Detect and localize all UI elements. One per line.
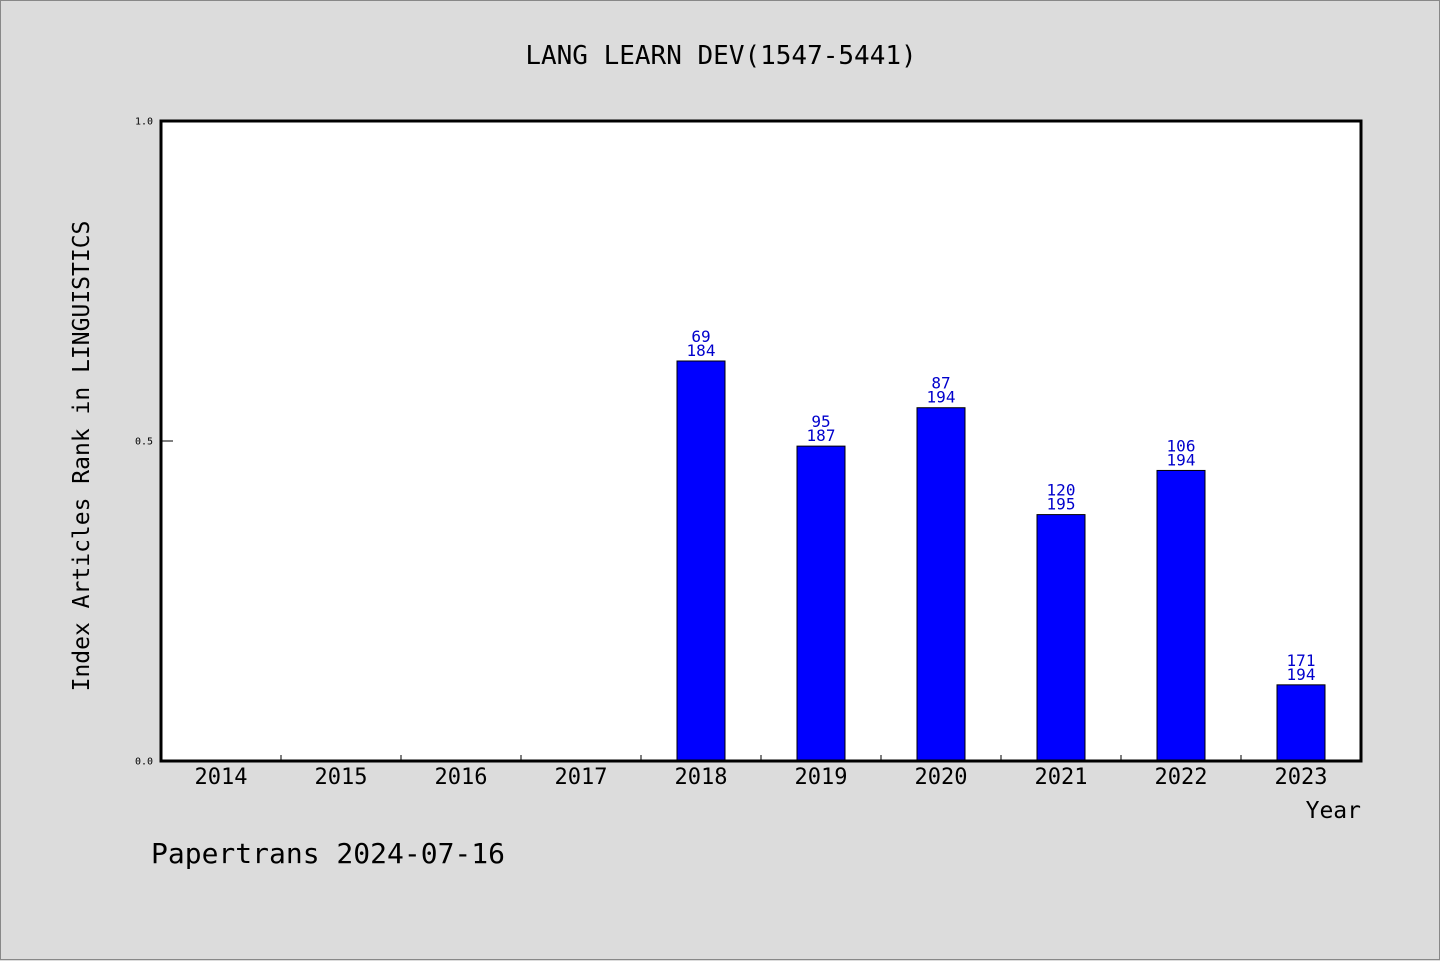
x-tick-label: 2017 [555,765,608,790]
x-axis-label: Year [1306,798,1361,824]
bar [1156,469,1206,762]
x-tick-label: 2019 [795,765,848,790]
x-tick-label: 2022 [1155,765,1208,790]
bar-total-label: 184 [687,341,716,360]
bar-rank-label: 106 [1167,436,1196,455]
bar-rank-label: 87 [931,374,950,393]
chart-title: LANG LEARN DEV(1547-5441) [525,41,916,71]
bar [796,445,846,762]
bar [1276,684,1326,762]
bar-total-label: 194 [1287,665,1316,684]
x-tick-label: 2023 [1275,765,1328,790]
x-tick-label: 2021 [1035,765,1088,790]
bar-total-label: 187 [807,426,836,445]
y-tick-label: 0.0 [135,757,153,768]
x-tick-label: 2015 [315,765,368,790]
footer-text: Papertrans 2024-07-16 [151,837,505,870]
bar-rank-label: 69 [691,327,710,346]
bar-total-label: 195 [1047,495,1076,514]
plot-area: 6918495187871941201951061941711940.00.51… [135,117,1363,790]
bar [916,407,966,762]
x-tick-label: 2014 [195,765,248,790]
x-tick-label: 2018 [675,765,728,790]
bar-total-label: 194 [1167,450,1196,469]
x-tick-label: 2016 [435,765,488,790]
bar-rank-label: 171 [1287,651,1316,670]
bar-rank-label: 95 [811,412,830,431]
bar-rank-label: 120 [1047,481,1076,500]
y-tick-label: 1.0 [135,117,153,128]
bar-total-label: 194 [927,388,956,407]
y-axis-label: Index Articles Rank in LINGUISTICS [69,221,95,692]
bar [1036,514,1086,762]
bar [676,360,726,762]
x-tick-label: 2020 [915,765,968,790]
y-tick-label: 0.5 [135,437,153,448]
